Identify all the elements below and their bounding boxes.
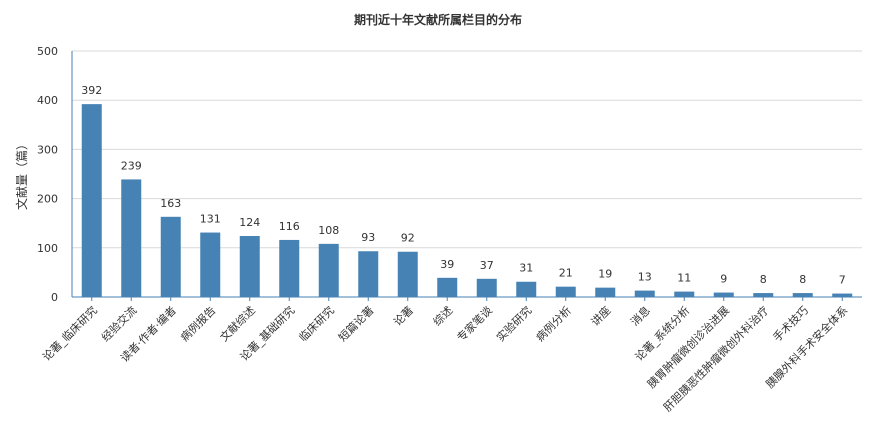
data-label: 9 (720, 273, 727, 286)
data-label: 21 (559, 267, 573, 280)
x-tick-label: 经验交流 (98, 303, 139, 344)
x-tick-label: 手术技巧 (770, 303, 811, 344)
bar (713, 292, 734, 297)
y-tick-label: 400 (37, 94, 58, 107)
data-label: 19 (598, 268, 612, 281)
x-tick-label: 消息 (627, 303, 652, 328)
data-label: 39 (440, 258, 454, 271)
x-tick-label: 论著_临床研究 (39, 303, 99, 363)
data-label: 8 (799, 273, 806, 286)
bar (832, 293, 853, 297)
data-label: 131 (200, 213, 221, 226)
bar (674, 291, 695, 297)
x-tick-label: 实验研究 (493, 303, 534, 344)
y-tick-label: 100 (37, 242, 58, 255)
bar (476, 278, 497, 297)
y-tick-label: 300 (37, 143, 58, 156)
bar (318, 243, 339, 297)
data-label: 108 (318, 224, 339, 237)
y-tick-label: 500 (37, 45, 58, 58)
bar (595, 287, 616, 297)
x-tick-label: 病例分析 (533, 303, 574, 344)
bar (239, 235, 260, 297)
x-tick-label: 文献综述 (217, 303, 258, 344)
data-label: 37 (480, 259, 494, 272)
bar (634, 290, 655, 297)
data-label: 92 (401, 232, 415, 245)
bar (121, 179, 142, 297)
bar (437, 277, 458, 297)
grid-lines (72, 50, 862, 249)
x-tick-label: 临床研究 (296, 303, 337, 344)
x-tick-label: 讲座 (588, 303, 613, 328)
data-label: 392 (81, 84, 102, 97)
bar (160, 216, 181, 297)
y-axis-label: 文献量（篇） (14, 138, 29, 210)
bar (753, 293, 774, 297)
data-label: 116 (279, 220, 300, 233)
data-label: 8 (760, 273, 767, 286)
bar (200, 232, 221, 297)
y-tick-label: 0 (51, 291, 58, 304)
x-tick-label: 论著 (390, 303, 415, 328)
data-label: 31 (519, 262, 533, 275)
data-label: 124 (239, 216, 260, 229)
chart-title: 期刊近十年文献所属栏目的分布 (354, 12, 522, 27)
data-label: 11 (677, 272, 691, 285)
data-label: 163 (160, 197, 181, 210)
y-tick-label: 200 (37, 193, 58, 206)
x-tick-label: 综述 (430, 303, 455, 328)
bar (279, 239, 300, 297)
bars (81, 104, 853, 297)
bar (555, 286, 576, 297)
bar (358, 251, 379, 297)
data-labels: 392 239 163 131 124 116 108 93 92 39 37 31 21 19 13 11 9… (81, 84, 846, 286)
data-label: 7 (839, 274, 846, 287)
bar (516, 281, 537, 297)
data-label: 93 (361, 231, 375, 244)
bar (397, 251, 418, 297)
y-axis-ticks: 0 100 200 300 400 500 (37, 45, 58, 304)
data-label: 13 (638, 271, 652, 284)
x-tick-label: 专家笔谈 (454, 303, 495, 344)
x-tick-label: 病例报告 (177, 303, 218, 344)
bar (792, 293, 813, 297)
x-tick-label: 短篇论著 (335, 303, 376, 344)
bar (81, 104, 102, 297)
data-label: 239 (121, 159, 142, 172)
